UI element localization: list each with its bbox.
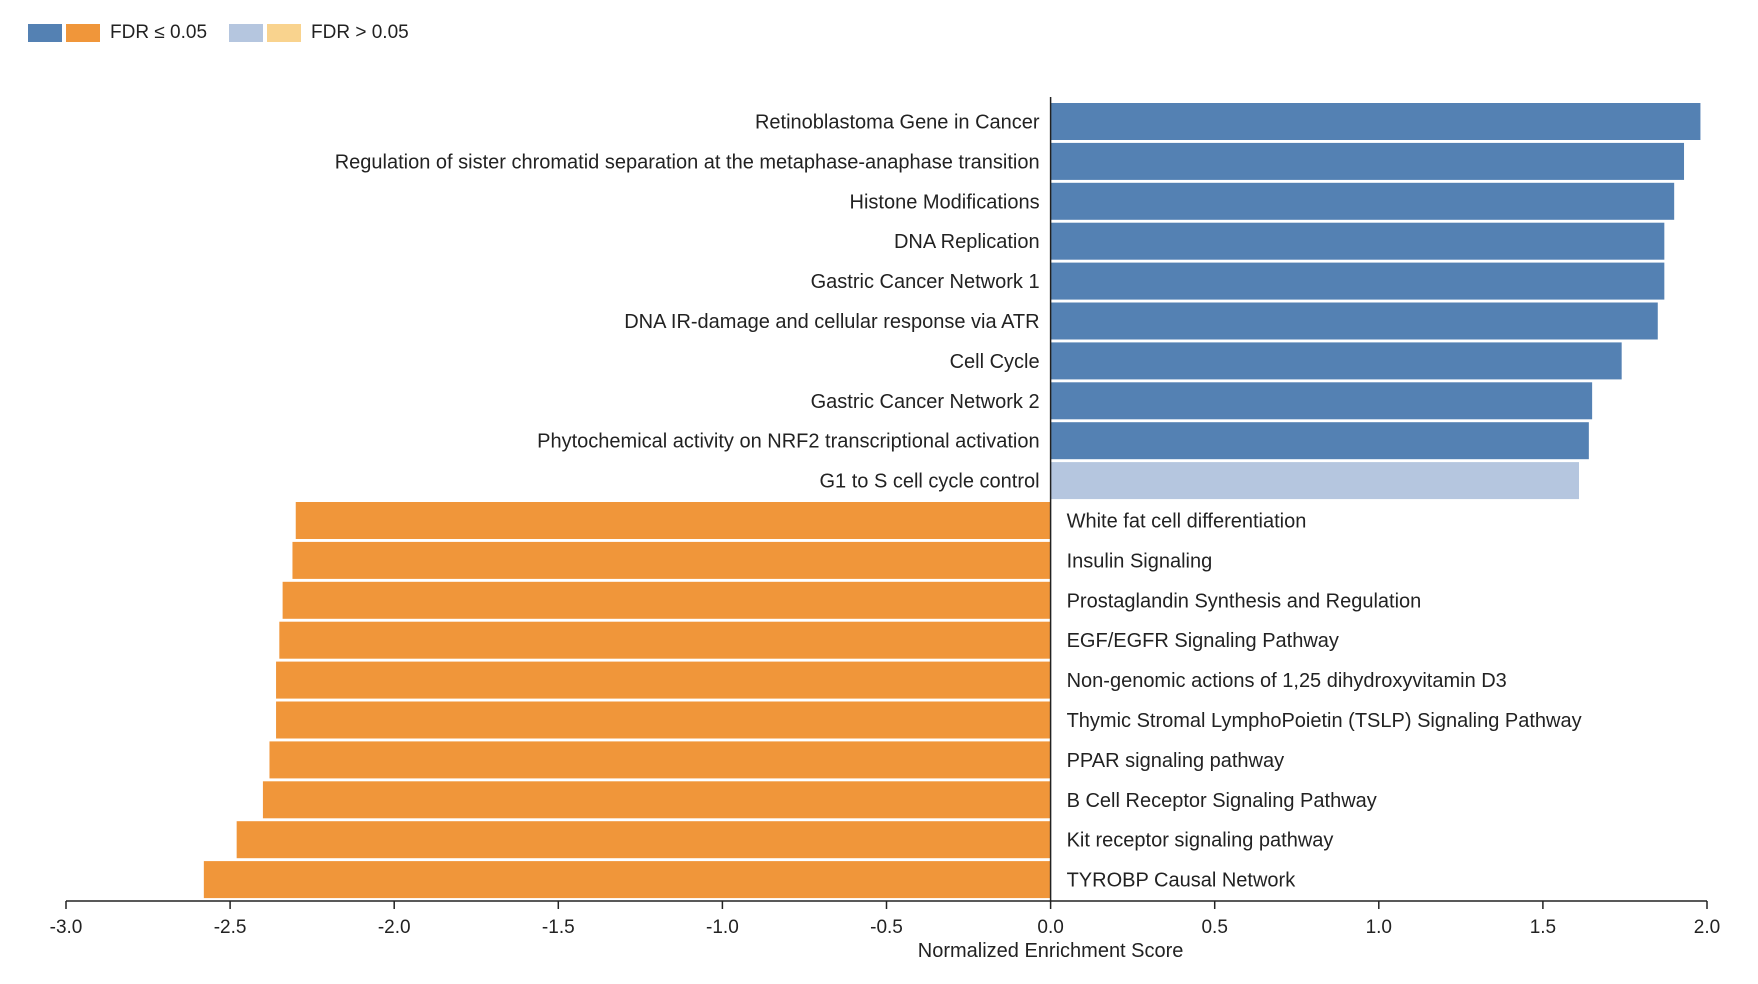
bar-12 bbox=[282, 581, 1051, 619]
category-label-12: Prostaglandin Synthesis and Regulation bbox=[1067, 590, 1422, 612]
x-tick-label-2: -2.0 bbox=[378, 917, 411, 938]
category-label-8: Phytochemical activity on NRF2 transcrip… bbox=[537, 431, 1039, 453]
bar-1 bbox=[1050, 142, 1685, 180]
x-tick-label-1: -2.5 bbox=[214, 917, 247, 938]
bar-2 bbox=[1050, 182, 1675, 220]
x-axis-title: Normalized Enrichment Score bbox=[918, 940, 1184, 962]
category-label-17: B Cell Receptor Signaling Pathway bbox=[1067, 790, 1377, 812]
chart-legend: FDR ≤ 0.05 FDR > 0.05 bbox=[28, 22, 431, 44]
x-tick-label-4: -1.0 bbox=[706, 917, 739, 938]
bar-15 bbox=[276, 701, 1051, 739]
legend-swatch-up-nonsignificant bbox=[229, 24, 264, 42]
x-tick-label-5: -0.5 bbox=[870, 917, 903, 938]
legend-item-significant: FDR ≤ 0.05 bbox=[28, 22, 207, 44]
legend-swatch-up-significant bbox=[28, 24, 62, 42]
category-label-1: Regulation of sister chromatid separatio… bbox=[335, 151, 1040, 173]
category-label-9: G1 to S cell cycle control bbox=[820, 471, 1040, 493]
legend-item-nonsignificant: FDR > 0.05 bbox=[229, 22, 409, 44]
category-label-16: PPAR signaling pathway bbox=[1067, 750, 1285, 772]
category-label-10: White fat cell differentiation bbox=[1067, 511, 1307, 533]
bars-layer bbox=[203, 103, 1701, 899]
category-label-3: DNA Replication bbox=[894, 231, 1040, 253]
x-tick-label-0: -3.0 bbox=[50, 917, 83, 938]
category-label-0: Retinoblastoma Gene in Cancer bbox=[755, 112, 1040, 134]
bar-8 bbox=[1050, 422, 1589, 460]
bar-3 bbox=[1050, 222, 1665, 260]
bar-13 bbox=[279, 621, 1051, 659]
bar-14 bbox=[276, 661, 1051, 699]
category-label-4: Gastric Cancer Network 1 bbox=[811, 271, 1040, 293]
x-tick-label-10: 2.0 bbox=[1694, 917, 1720, 938]
category-labels-layer: Retinoblastoma Gene in Cancer Regulation … bbox=[335, 112, 1582, 892]
category-label-11: Insulin Signaling bbox=[1067, 550, 1213, 572]
category-label-5: DNA IR-damage and cellular response via … bbox=[624, 311, 1039, 333]
category-label-7: Gastric Cancer Network 2 bbox=[811, 391, 1040, 413]
bar-4 bbox=[1050, 262, 1665, 300]
bar-7 bbox=[1050, 382, 1593, 420]
x-tick-label-6: 0.0 bbox=[1037, 917, 1063, 938]
category-label-2: Histone Modifications bbox=[850, 191, 1040, 213]
x-tick-label-8: 1.0 bbox=[1366, 917, 1392, 938]
bar-11 bbox=[292, 541, 1051, 579]
bar-10 bbox=[295, 502, 1051, 539]
bar-17 bbox=[262, 781, 1051, 819]
category-label-19: TYROBP Causal Network bbox=[1067, 870, 1297, 892]
bar-19 bbox=[203, 861, 1051, 899]
legend-label-nonsignificant: FDR > 0.05 bbox=[311, 22, 409, 43]
legend-label-significant: FDR ≤ 0.05 bbox=[110, 22, 208, 43]
legend-swatch-down-significant bbox=[66, 24, 100, 42]
category-label-13: EGF/EGFR Signaling Pathway bbox=[1067, 630, 1339, 652]
category-label-14: Non-genomic actions of 1,25 dihydroxyvit… bbox=[1067, 670, 1507, 692]
x-tick-label-9: 1.5 bbox=[1530, 917, 1556, 938]
category-label-6: Cell Cycle bbox=[950, 351, 1040, 373]
x-tick-label-7: 0.5 bbox=[1201, 917, 1227, 938]
bar-16 bbox=[269, 741, 1051, 779]
bar-6 bbox=[1050, 342, 1622, 380]
bar-9 bbox=[1050, 462, 1579, 500]
legend-swatch-down-nonsignificant bbox=[267, 24, 302, 42]
bar-18 bbox=[236, 821, 1051, 859]
bar-0 bbox=[1050, 103, 1701, 140]
category-label-18: Kit receptor signaling pathway bbox=[1067, 830, 1334, 852]
x-axis: -3.0 -2.5 -2.0 -1.5 -1.0 -0.5 0.0 0.5 1.0 1.5 2.0 N… bbox=[50, 97, 1720, 962]
bar-5 bbox=[1050, 302, 1658, 340]
category-label-15: Thymic Stromal LymphoPoietin (TSLP) Sign… bbox=[1067, 710, 1582, 732]
x-tick-label-3: -1.5 bbox=[542, 917, 575, 938]
